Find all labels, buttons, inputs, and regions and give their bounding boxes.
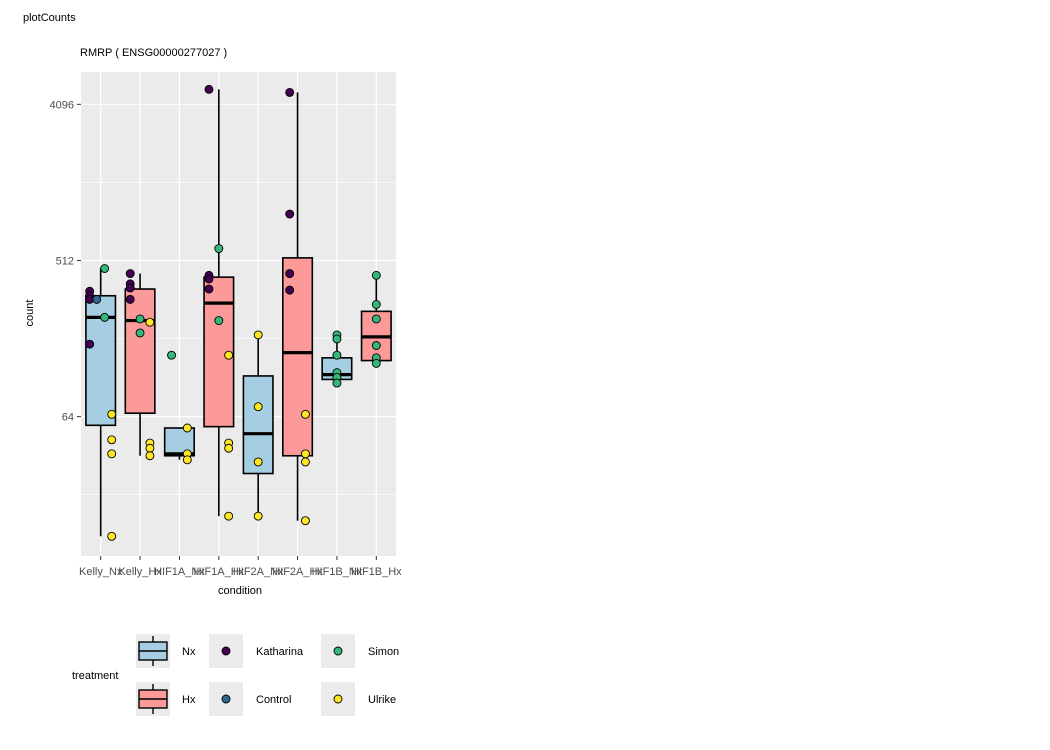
point-simon xyxy=(371,300,381,309)
window-title: plotCounts xyxy=(23,12,76,24)
point-simon xyxy=(135,314,145,324)
point-ulrike xyxy=(253,457,263,467)
points xyxy=(85,84,381,541)
point-simon xyxy=(371,314,381,324)
x-axis: Kelly_NxKelly_HxHIF1A_NxHIF1A_HxHIF2A_Nx… xyxy=(79,556,402,578)
box-HIF2A_Hx xyxy=(281,92,314,521)
point-katharina xyxy=(85,339,95,349)
legend-point xyxy=(221,694,231,704)
point-ulrike xyxy=(224,443,234,453)
legend-key-ulrike xyxy=(321,682,355,716)
box-Kelly_Hx xyxy=(124,273,156,456)
legend-label-katharina: Katharina xyxy=(256,646,304,658)
y-tick-label: 512 xyxy=(56,255,74,267)
x-tick-label: Kelly_Hx xyxy=(118,566,162,578)
legend-key-hx xyxy=(136,682,170,716)
point-ulrike xyxy=(145,443,155,453)
point-katharina xyxy=(285,209,295,219)
legend-point xyxy=(333,646,343,656)
point-katharina xyxy=(204,274,214,284)
box-body xyxy=(242,375,274,475)
legend: treatment Nx Hx Katharina Control Simon Ulrik… xyxy=(72,634,399,716)
point-ulrike xyxy=(107,449,117,459)
point-katharina xyxy=(125,269,135,279)
point-ulrike xyxy=(107,531,117,541)
legend-label-ulrike: Ulrike xyxy=(368,694,396,706)
legend-label-simon: Simon xyxy=(368,646,399,658)
point-katharina xyxy=(285,269,295,279)
point-simon xyxy=(100,312,110,322)
legend-key-control xyxy=(209,682,243,716)
boxes xyxy=(85,89,392,537)
point-simon xyxy=(214,244,224,254)
x-tick-label: HIF1B_Hx xyxy=(351,566,402,578)
point-control xyxy=(92,294,102,304)
point-katharina xyxy=(285,87,295,97)
chart-title: RMRP ( ENSG00000277027 ) xyxy=(80,47,227,59)
point-ulrike xyxy=(300,449,310,459)
legend-label-control: Control xyxy=(256,694,291,706)
legend-key-simon xyxy=(321,634,355,668)
x-tick-label: HIF2A_Hx xyxy=(272,566,323,578)
point-katharina xyxy=(125,294,135,304)
point-katharina xyxy=(204,84,214,94)
x-tick-label: Kelly_Nx xyxy=(79,566,123,578)
point-ulrike xyxy=(224,511,234,521)
point-simon xyxy=(371,358,381,368)
point-ulrike xyxy=(107,409,117,419)
point-ulrike xyxy=(182,455,192,465)
x-tick-label: HIF1A_Nx xyxy=(154,566,205,578)
point-ulrike xyxy=(224,350,234,360)
point-katharina xyxy=(204,284,214,294)
box-HIF1B_Hx xyxy=(360,279,392,367)
point-ulrike xyxy=(253,402,263,412)
point-ulrike xyxy=(145,317,155,327)
y-tick-label: 64 xyxy=(62,412,74,424)
point-katharina xyxy=(125,283,135,293)
point-ulrike xyxy=(300,409,310,419)
x-axis-label: condition xyxy=(218,585,262,597)
point-ulrike xyxy=(300,516,310,526)
point-ulrike xyxy=(182,423,192,433)
legend-point xyxy=(221,646,231,656)
legend-label-nx: Nx xyxy=(182,646,196,658)
legend-key-nx xyxy=(136,634,170,668)
point-ulrike xyxy=(253,511,263,521)
legend-label-hx: Hx xyxy=(182,694,196,706)
point-simon xyxy=(214,316,224,326)
x-tick-label: HIF1B_Nx xyxy=(312,566,363,578)
point-ulrike xyxy=(145,451,155,461)
point-ulrike xyxy=(253,330,263,340)
box-body xyxy=(281,257,314,457)
box-HIF2A_Nx xyxy=(242,334,274,517)
legend-point xyxy=(333,694,343,704)
point-ulrike xyxy=(107,435,117,445)
y-axis: 64 512 4096 xyxy=(50,99,81,424)
point-simon xyxy=(332,350,342,360)
point-simon xyxy=(371,341,381,350)
point-simon xyxy=(332,334,342,344)
legend-key-katharina xyxy=(209,634,243,668)
point-simon xyxy=(332,378,342,388)
point-ulrike xyxy=(300,457,310,467)
x-tick-label: HIF2A_Nx xyxy=(233,566,284,578)
point-simon xyxy=(100,264,110,273)
point-simon xyxy=(371,270,381,280)
y-axis-label: count xyxy=(24,300,36,327)
box-body xyxy=(124,288,156,414)
point-simon xyxy=(167,350,177,360)
box-body xyxy=(85,294,117,427)
point-katharina xyxy=(285,285,295,295)
x-tick-label: HIF1A_Hx xyxy=(193,566,244,578)
point-simon xyxy=(135,328,145,338)
y-tick-label: 4096 xyxy=(50,99,74,111)
legend-title: treatment xyxy=(72,670,118,682)
